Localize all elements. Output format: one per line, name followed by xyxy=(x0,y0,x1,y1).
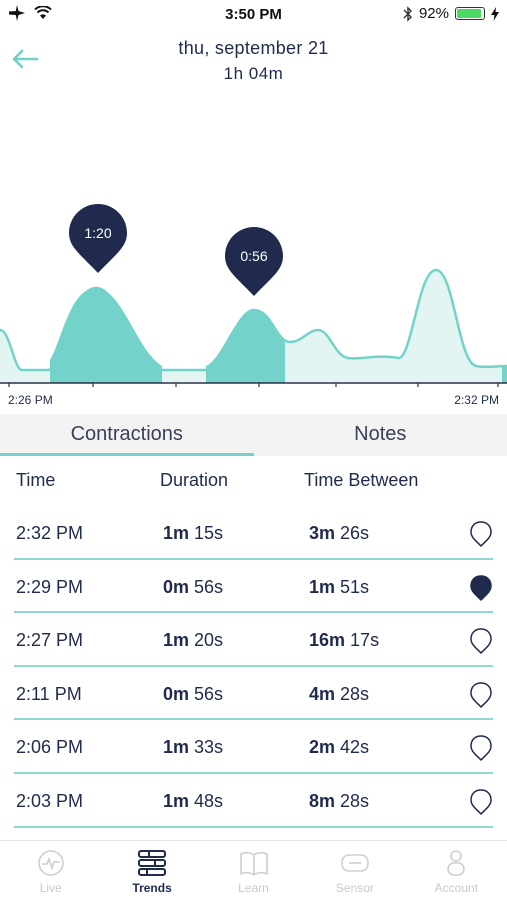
tab-bar: Contractions Notes xyxy=(0,414,507,456)
row-duration: 1m 33s xyxy=(163,737,224,758)
nav-trends-label: Trends xyxy=(132,881,172,895)
column-header-time: Time xyxy=(16,470,56,490)
status-time: 3:50 PM xyxy=(225,6,282,23)
table-row[interactable]: 2:27 PM 1m 20s 16m 17s xyxy=(14,613,493,667)
table-row[interactable]: 2:11 PM 0m 56s 4m 28s xyxy=(14,667,493,721)
contraction-highlight-3 xyxy=(502,366,507,383)
table-row[interactable]: 2:06 PM 1m 33s 2m 42s xyxy=(14,720,493,774)
bottom-nav: Live Trends Learn Sensor Account xyxy=(0,840,507,900)
nav-learn-label: Learn xyxy=(238,881,269,895)
page-title: thu, september 21 xyxy=(178,38,329,58)
chart-start-time: 2:26 PM xyxy=(8,393,53,407)
nav-account[interactable]: Account xyxy=(406,841,507,900)
row-time-between: 8m 28s xyxy=(309,790,370,811)
nav-account-label: Account xyxy=(434,881,478,895)
contraction-highlight-1 xyxy=(50,288,162,383)
sensor-icon xyxy=(341,854,369,872)
pin-icon[interactable] xyxy=(469,520,493,548)
pin-filled-icon[interactable] xyxy=(469,574,493,602)
chart-end-time: 2:32 PM xyxy=(454,393,499,407)
back-arrow-icon[interactable] xyxy=(10,46,40,72)
contractions-list: 2:32 PM 1m 15s 3m 26s 2:29 PM 0m 56s 1m … xyxy=(0,506,507,828)
row-time: 2:32 PM xyxy=(16,523,84,543)
row-duration: 1m 20s xyxy=(163,630,224,651)
row-time: 2:06 PM xyxy=(16,737,84,758)
status-bar: 3:50 PM 92% xyxy=(0,0,507,28)
trends-icon xyxy=(138,850,167,876)
nav-learn[interactable]: Learn xyxy=(203,841,304,900)
row-time: 2:29 PM xyxy=(16,576,84,597)
contraction-highlight-2 xyxy=(206,310,285,383)
row-time: 2:11 PM xyxy=(16,683,82,704)
x-axis-ticks xyxy=(8,383,499,387)
marker-label-2: 0:56 xyxy=(240,248,267,264)
row-time: 2:03 PM xyxy=(16,790,84,811)
table-row[interactable]: 2:29 PM 0m 56s 1m 51s xyxy=(14,560,493,614)
row-time-between: 4m 28s xyxy=(309,683,370,704)
table-row[interactable]: 2:32 PM 1m 15s 3m 26s xyxy=(14,506,493,560)
column-header-time-between: Time Between xyxy=(304,470,419,490)
wifi-icon xyxy=(34,6,52,19)
session-duration: 1h 04m xyxy=(223,64,284,83)
row-time-between: 2m 42s xyxy=(309,737,370,758)
row-time-between: 1m 51s xyxy=(309,576,370,597)
nav-trends[interactable]: Trends xyxy=(101,841,202,900)
duration-marker-2[interactable]: 0:56 xyxy=(225,227,283,296)
nav-sensor[interactable]: Sensor xyxy=(304,841,405,900)
row-time: 2:27 PM xyxy=(16,630,84,651)
pin-icon[interactable] xyxy=(469,734,493,762)
nav-sensor-label: Sensor xyxy=(335,881,374,895)
bluetooth-icon xyxy=(403,5,412,22)
duration-marker-1[interactable]: 1:20 xyxy=(69,204,127,273)
tab-contractions[interactable]: Contractions xyxy=(0,414,254,456)
row-duration: 0m 56s xyxy=(163,576,224,597)
row-duration: 1m 48s xyxy=(163,790,224,811)
contraction-chart: 1:20 0:56 xyxy=(0,204,507,387)
battery-percent: 92% xyxy=(418,5,449,22)
row-duration: 1m 15s xyxy=(163,523,224,543)
pin-icon[interactable] xyxy=(469,788,493,816)
column-header-duration: Duration xyxy=(160,470,229,490)
header: thu, september 21 1h 04m xyxy=(0,34,507,94)
battery-icon xyxy=(455,7,485,20)
pin-icon[interactable] xyxy=(469,681,493,709)
table-row[interactable]: 2:03 PM 1m 48s 8m 28s xyxy=(14,774,493,828)
account-icon xyxy=(447,850,466,876)
book-icon xyxy=(239,851,268,876)
nav-live[interactable]: Live xyxy=(0,841,101,900)
waveform-line xyxy=(0,268,507,372)
charging-icon xyxy=(491,6,499,21)
row-time-between: 3m 26s xyxy=(309,523,370,543)
row-duration: 0m 56s xyxy=(163,683,224,704)
table-header: Time Duration Time Between xyxy=(0,470,507,496)
marker-label-1: 1:20 xyxy=(84,225,111,241)
airplane-icon xyxy=(9,5,25,21)
heart-monitor-icon xyxy=(37,850,64,876)
pin-icon[interactable] xyxy=(469,627,493,655)
row-time-between: 16m 17s xyxy=(309,630,380,651)
tab-notes[interactable]: Notes xyxy=(354,423,407,445)
nav-live-label: Live xyxy=(39,881,62,895)
